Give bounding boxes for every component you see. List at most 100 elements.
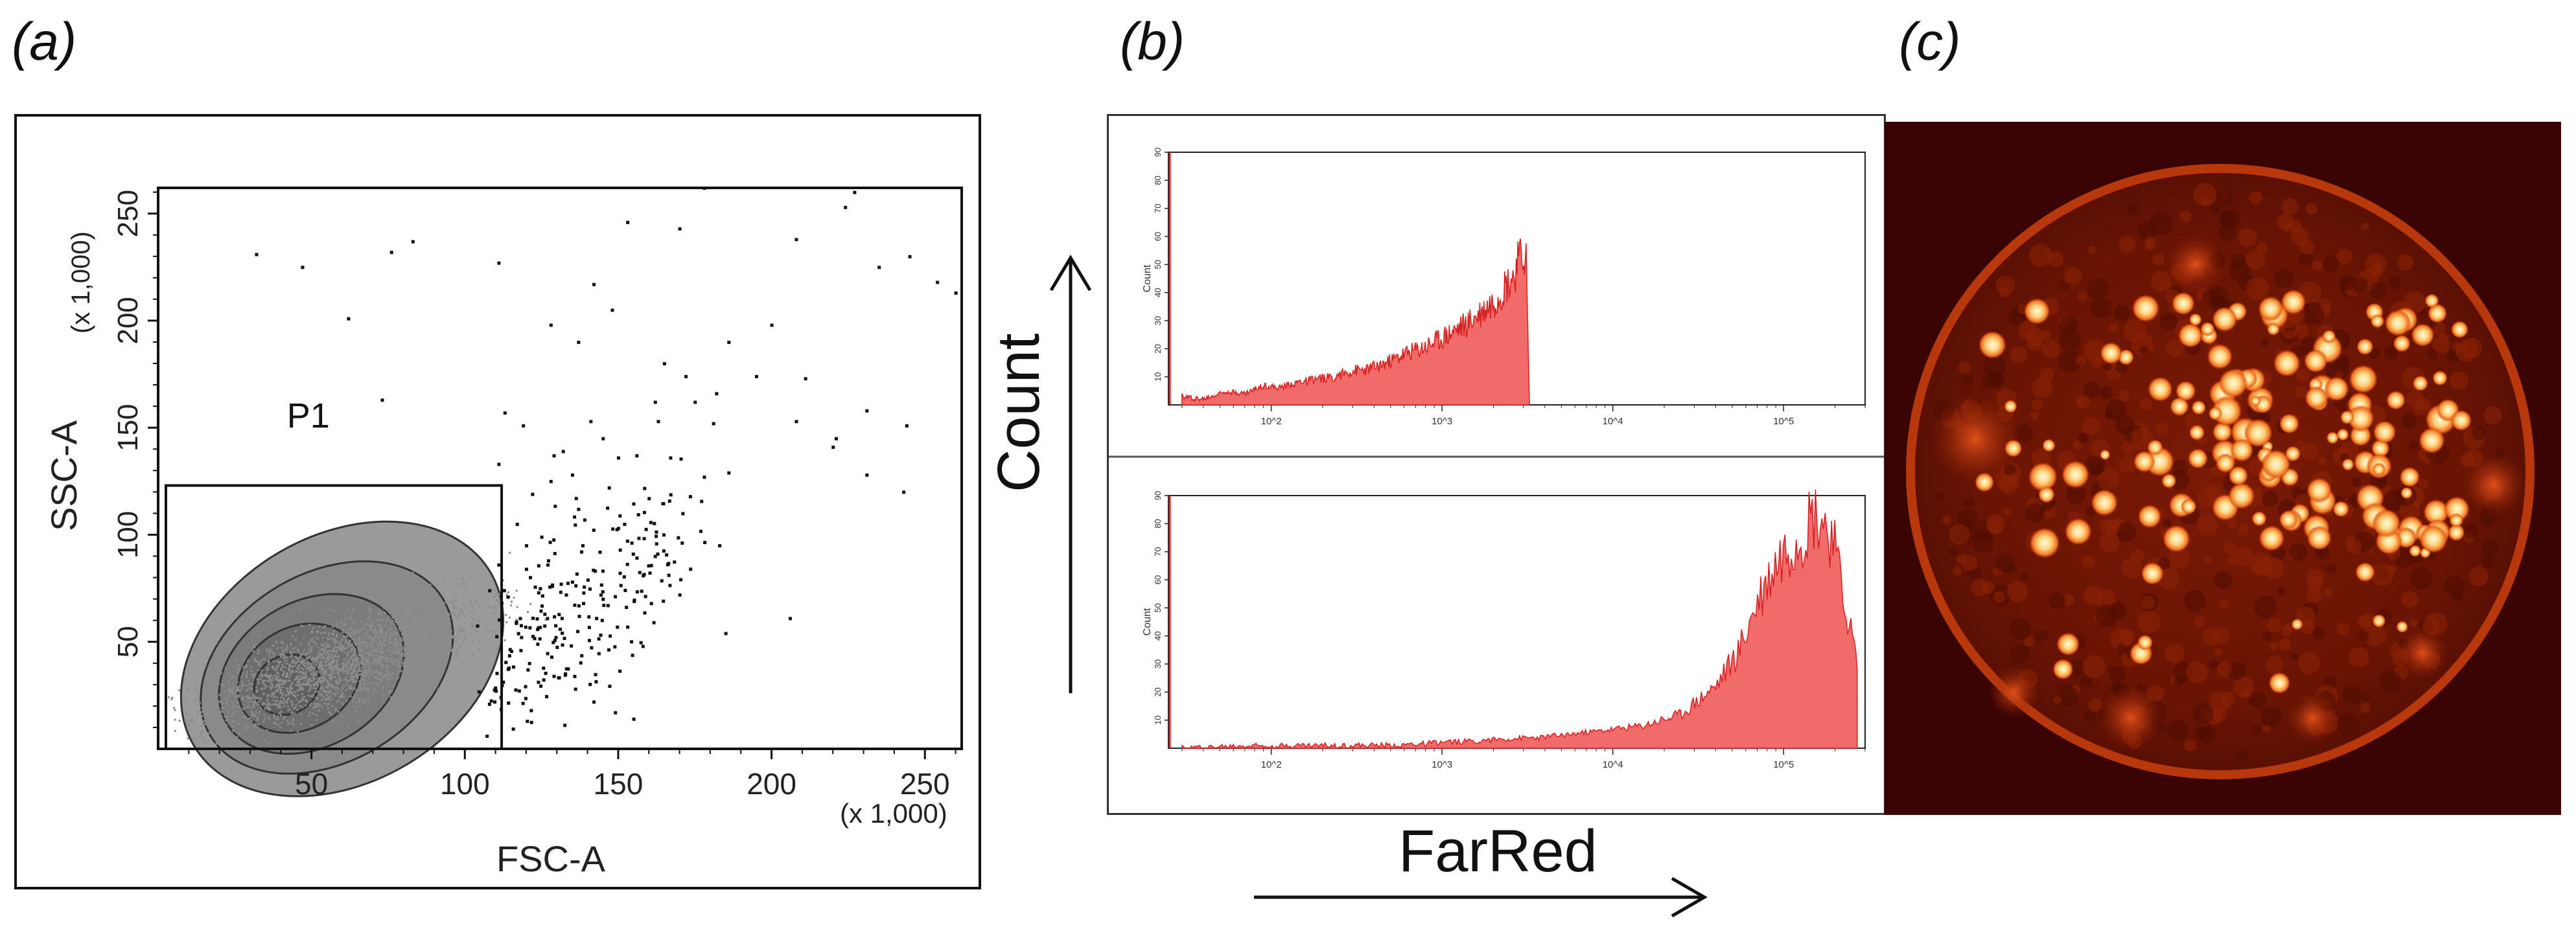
event-dot: [281, 702, 284, 705]
event-dot: [322, 632, 325, 634]
bright-spot: [2419, 427, 2445, 454]
texture-speckle: [2196, 513, 2219, 536]
event-dot: [189, 720, 192, 722]
event-dot: [369, 673, 372, 676]
x-tick-label: 10^3: [1432, 416, 1452, 427]
event-dot: [270, 681, 273, 684]
event-dot: [287, 691, 290, 694]
event-dot: [340, 640, 342, 643]
event-dot: [378, 613, 380, 616]
event-dot: [271, 692, 273, 694]
outlier-dot: [679, 578, 683, 582]
outlier-dot: [702, 475, 706, 479]
event-dot: [301, 672, 304, 675]
y-tick-label: 80: [1153, 176, 1163, 185]
event-dot: [472, 610, 474, 612]
event-dot: [407, 665, 410, 668]
texture-speckle: [2192, 702, 2214, 724]
event-dot: [374, 635, 377, 637]
gate-p1[interactable]: [165, 484, 504, 750]
bright-spot: [2148, 376, 2173, 402]
texture-speckle: [2089, 463, 2104, 476]
event-dot: [437, 604, 439, 607]
event-dot: [312, 706, 315, 709]
texture-speckle: [2281, 198, 2299, 215]
event-dot: [330, 669, 332, 671]
event-dot: [273, 669, 276, 671]
event-dot: [232, 742, 235, 745]
texture-speckle: [2026, 328, 2045, 347]
event-dot: [350, 632, 353, 634]
texture-speckle: [1971, 578, 1989, 597]
event-dot: [298, 678, 301, 681]
event-dot: [272, 645, 275, 647]
event-dot: [387, 599, 389, 602]
event-dot: [276, 671, 279, 674]
event-dot: [257, 690, 259, 692]
event-dot: [349, 695, 352, 698]
event-dot: [384, 619, 387, 622]
event-dot: [367, 677, 370, 680]
texture-speckle: [2321, 303, 2330, 312]
bright-spot: [2371, 439, 2390, 458]
event-dot: [187, 737, 189, 740]
event-dot: [493, 595, 496, 598]
point-group: [165, 187, 958, 745]
event-dot: [379, 674, 382, 676]
outlier-dot: [517, 689, 521, 693]
event-dot: [478, 605, 480, 608]
event-dot: [364, 674, 366, 677]
event-dot: [280, 706, 283, 709]
event-dot: [355, 680, 358, 683]
outlier-dot: [502, 589, 506, 593]
event-dot: [266, 699, 268, 702]
event-dot: [319, 632, 322, 635]
event-dot: [416, 633, 419, 635]
event-dot: [424, 653, 426, 656]
event-dot: [429, 584, 432, 586]
event-dot: [342, 623, 344, 625]
event-dot: [279, 726, 282, 729]
outlier-dot: [637, 536, 641, 540]
event-dot: [308, 644, 310, 647]
event-dot: [322, 656, 325, 658]
event-dot: [433, 667, 435, 670]
event-dot: [298, 665, 301, 667]
texture-speckle: [2450, 371, 2468, 390]
outlier-dot: [518, 617, 522, 621]
event-dot: [300, 624, 303, 627]
event-dot: [462, 639, 465, 642]
event-dot: [359, 681, 362, 684]
event-dot: [374, 671, 377, 674]
event-dot: [358, 655, 361, 658]
event-dot: [382, 657, 384, 659]
event-dot: [200, 735, 202, 737]
event-dot: [389, 696, 392, 699]
event-dot: [375, 648, 378, 650]
event-dot: [289, 674, 292, 676]
texture-speckle: [1942, 515, 1951, 524]
event-dot: [371, 621, 374, 624]
event-dot: [353, 678, 355, 681]
outlier-dot: [610, 308, 614, 312]
outlier-dot: [524, 544, 528, 547]
event-dot: [412, 664, 414, 667]
event-dot: [380, 625, 382, 628]
event-dot: [313, 685, 316, 687]
outlier-dot: [632, 502, 636, 506]
event-dot: [242, 672, 245, 675]
event-dot: [237, 669, 240, 671]
event-dot: [294, 706, 297, 709]
outlier-dot: [625, 606, 629, 610]
event-dot: [245, 696, 248, 698]
event-dot: [317, 657, 319, 659]
event-dot: [247, 680, 249, 682]
event-dot: [389, 650, 392, 652]
texture-speckle: [2164, 643, 2185, 664]
bright-spot: [2258, 296, 2284, 322]
event-dot: [384, 643, 387, 646]
event-dot: [294, 678, 296, 681]
event-dot: [268, 680, 271, 682]
outlier-dot: [544, 671, 548, 675]
event-dot: [370, 639, 373, 641]
